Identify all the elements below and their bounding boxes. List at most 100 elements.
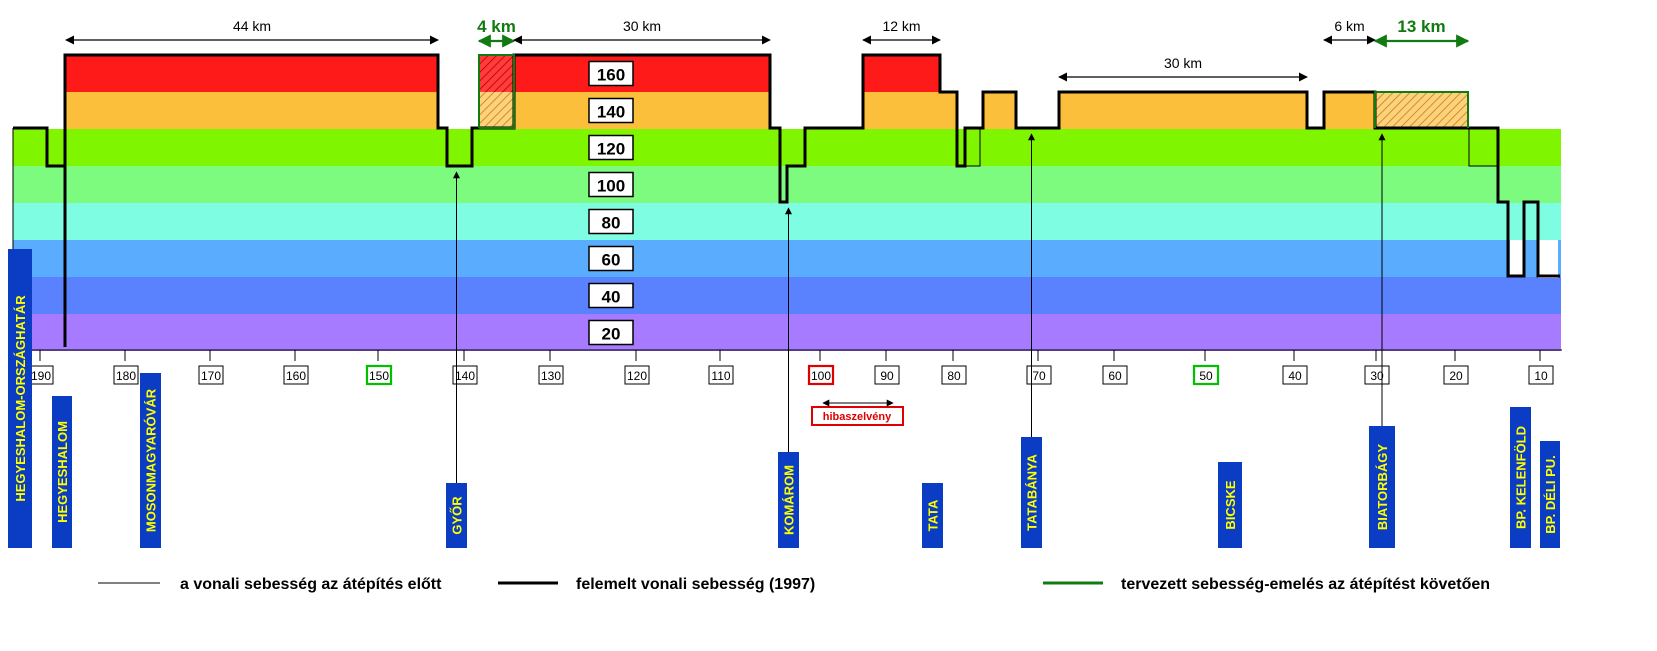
- speed-band-160-block: [514, 55, 770, 92]
- speed-drop-gap: [1510, 240, 1524, 277]
- km-tick-label-90: 90: [880, 369, 894, 383]
- km-tick-box: [538, 365, 564, 385]
- station-box: [52, 396, 72, 548]
- distance-dimensions: 44 km 4 km 30 km 12 km 30 km 6 km 13 km: [65, 17, 1470, 82]
- km-tick-box: [1026, 365, 1052, 385]
- speed-label-100: 100: [597, 177, 625, 196]
- km-tick-box: [113, 365, 139, 385]
- raised-speed-fill: [65, 55, 940, 92]
- speed-band-120: [13, 129, 1561, 166]
- dimension-label: 30 km: [1164, 55, 1202, 71]
- km-tick-box: [1443, 365, 1469, 385]
- km-tick-label-30: 30: [1370, 369, 1384, 383]
- station-2: HEGYESHALOM: [52, 396, 72, 548]
- planned-speed-line: [1374, 91, 1469, 128]
- station-5: KOMÁROM: [778, 207, 799, 548]
- km-tick-label-20: 20: [1449, 369, 1463, 383]
- station-box: [8, 249, 32, 548]
- station-name: BP. KELENFÖLD: [1514, 426, 1529, 529]
- station-name: TATA: [926, 499, 941, 531]
- speed-label-box: [588, 319, 634, 346]
- speed-profile-lines: [12, 53, 1560, 347]
- planned-160-block: [479, 55, 514, 92]
- station-4: GYŐR: [446, 171, 467, 548]
- km-tick-label-50: 50: [1199, 369, 1213, 383]
- speed-labels: 160 140 120 100 80 60 40 20: [588, 60, 634, 346]
- km-tick-label-110: 110: [711, 369, 730, 383]
- station-9: BIATORBÁGY: [1369, 133, 1395, 548]
- dimension-label: 4 km: [477, 17, 516, 36]
- station-3: MOSONMAGYARÓVÁR: [140, 373, 161, 548]
- station-name: HEGYESHALOM: [55, 421, 70, 523]
- station-name: BIATORBÁGY: [1375, 444, 1390, 531]
- km-tick-box: [874, 365, 900, 385]
- km-tick-label-150: 150: [369, 369, 389, 383]
- station-box: [1218, 462, 1242, 548]
- km-tick-box: [1528, 365, 1554, 385]
- speed-band-80: [13, 203, 1561, 240]
- km-tick-label-140: 140: [455, 369, 475, 383]
- station-box: [1510, 407, 1531, 548]
- speed-drop-gap: [1538, 240, 1558, 278]
- speed-label-box: [588, 134, 634, 161]
- station-box: [1369, 426, 1395, 548]
- station-8: BICSKE: [1218, 462, 1242, 548]
- speed-label-box: [588, 60, 634, 87]
- km-axis: 190 180 170 160 150 140 130 120 110 100 90 80 70 60 50…: [13, 349, 1562, 386]
- speed-label-80: 80: [602, 214, 621, 233]
- station-name: KOMÁROM: [782, 465, 797, 535]
- station-name: TATABÁNYA: [1025, 453, 1040, 530]
- km-tick-label-80: 80: [947, 369, 961, 383]
- km-tick-box: [1192, 364, 1220, 386]
- km-tick-box: [452, 365, 478, 385]
- speed-band-140-block: [1324, 92, 1375, 129]
- station-name: HEGYESHALOM-ORSZÁGHATÁR: [13, 295, 28, 502]
- km-tick-label-120: 120: [627, 369, 647, 383]
- planned-140-block: [1375, 92, 1468, 129]
- km-tick-box: [283, 365, 309, 385]
- stations: HEGYESHALOM-ORSZÁGHATÁR HEGYESHALOM MOSONM…: [8, 133, 1560, 548]
- station-1: HEGYESHALOM-ORSZÁGHATÁR: [8, 249, 32, 548]
- dimension-label: 44 km: [233, 18, 271, 34]
- speed-label-box: [588, 282, 634, 309]
- station-name: BICSKE: [1223, 480, 1238, 529]
- station-10: BP. KELENFÖLD: [1510, 407, 1531, 548]
- legend: a vonali sebesség az átépítés előtt fele…: [98, 576, 1490, 593]
- station-11: BP. DÉLI PU.: [1540, 441, 1560, 548]
- dimension-label: 30 km: [623, 18, 661, 34]
- station-box: [1540, 441, 1560, 548]
- dimension-label: 12 km: [882, 18, 920, 34]
- km-tick-label-100: 100: [811, 369, 831, 383]
- km-tick-box: [1102, 365, 1128, 385]
- km-tick-label-170: 170: [201, 369, 221, 383]
- km-tick-label-10: 10: [1534, 369, 1548, 383]
- legend-before-label: a vonali sebesség az átépítés előtt: [180, 576, 442, 593]
- km-tick-box: [941, 365, 967, 385]
- station-box: [140, 373, 161, 548]
- km-tick-box: [624, 365, 650, 385]
- station-name: MOSONMAGYARÓVÁR: [144, 388, 159, 532]
- speed-label-box: [588, 171, 634, 198]
- speed-label-160: 160: [597, 66, 625, 85]
- speed-label-box: [588, 245, 634, 272]
- speed-label-120: 120: [597, 140, 625, 159]
- speed-band-140-block: [1059, 92, 1307, 129]
- station-name: BP. DÉLI PU.: [1543, 455, 1558, 534]
- station-box: [446, 483, 467, 548]
- km-tick-label-70: 70: [1032, 369, 1046, 383]
- speed-band-40: [13, 277, 1561, 314]
- speed-label-40: 40: [602, 288, 621, 307]
- speed-label-140: 140: [597, 103, 625, 122]
- speed-band-160-block: [65, 55, 438, 92]
- km-tick-box: [198, 365, 224, 385]
- raised-speed-line: [13, 53, 1560, 347]
- speed-band-140-block: [65, 92, 438, 129]
- dimension-label: 6 km: [1334, 18, 1364, 34]
- speed-bands: [13, 92, 1561, 351]
- speed-label-60: 60: [602, 251, 621, 270]
- planned-speed-line: [478, 54, 515, 129]
- station-box: [1021, 437, 1042, 548]
- speed-band-60: [13, 240, 1561, 277]
- km-tick-box: [1282, 365, 1308, 385]
